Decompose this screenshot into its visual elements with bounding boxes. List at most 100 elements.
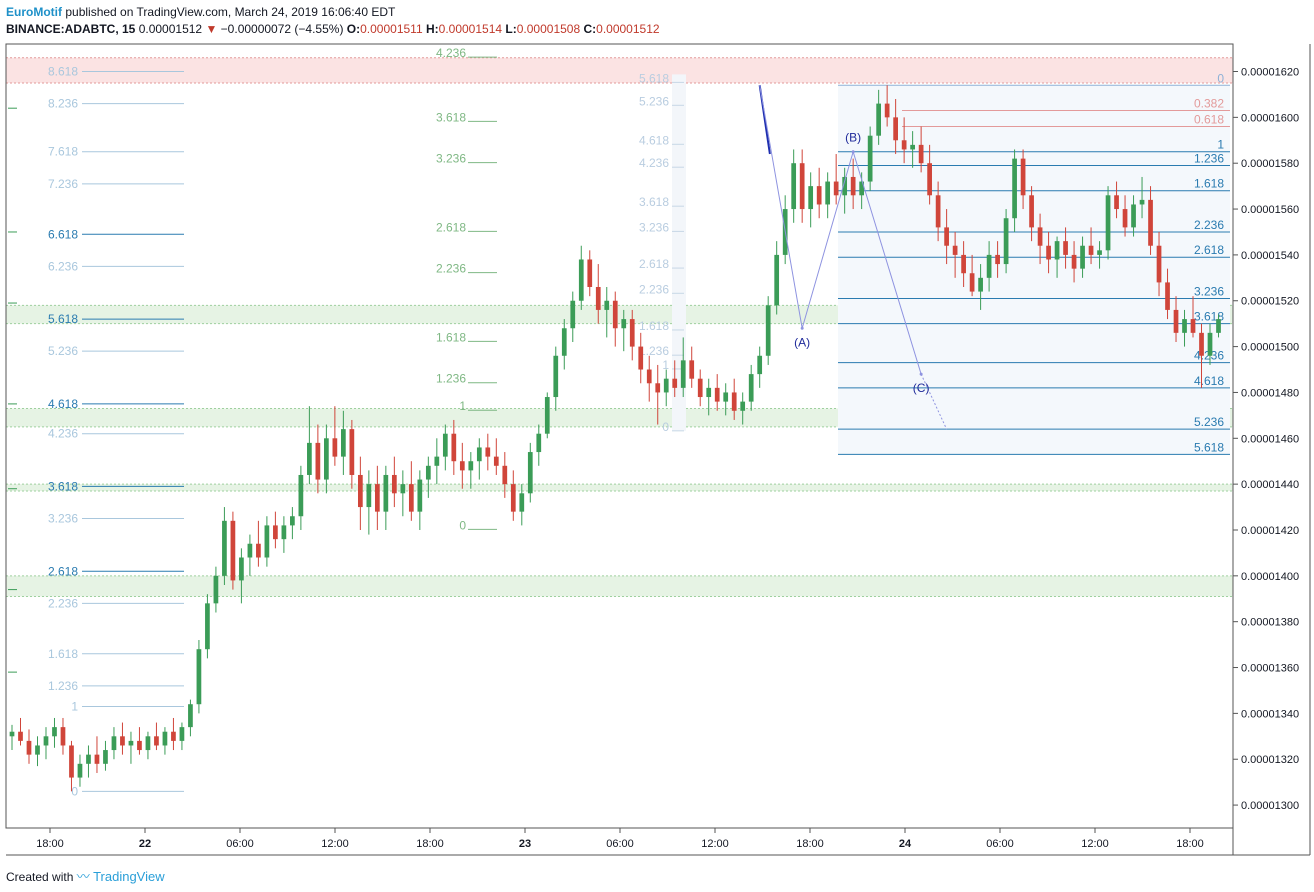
candle-body xyxy=(451,433,457,462)
fib-right-label: 1.618 xyxy=(1194,177,1224,191)
candle-body xyxy=(893,117,898,141)
candle-body xyxy=(1139,199,1145,205)
candle-body xyxy=(816,186,822,205)
candle-body xyxy=(978,277,983,292)
fib-left-label: 6.236 xyxy=(48,259,78,273)
candle-body xyxy=(876,103,882,136)
candle-body xyxy=(553,355,559,398)
candle-body xyxy=(757,355,763,375)
candle-body xyxy=(222,520,227,576)
high-value: 0.00001514 xyxy=(438,22,503,36)
candle-body xyxy=(510,484,516,512)
fib-mid-label: 4.236 xyxy=(436,46,466,60)
candle-body xyxy=(927,163,932,196)
candle-body xyxy=(808,186,814,210)
fib-right-label: 4.618 xyxy=(1194,374,1224,388)
candle-body xyxy=(188,704,193,728)
candle-body xyxy=(791,163,797,210)
candle-body xyxy=(1105,195,1111,251)
fib-left-label: 4.236 xyxy=(48,427,78,441)
x-tick-label: 18:00 xyxy=(1176,838,1204,850)
candle-body xyxy=(799,163,805,210)
candle-body xyxy=(434,456,440,466)
candle-body xyxy=(196,649,202,705)
candle-body xyxy=(391,474,397,494)
candle-body xyxy=(1156,245,1162,283)
candle-body xyxy=(502,465,508,485)
candle-body xyxy=(1029,195,1034,228)
price-zone xyxy=(6,575,1233,597)
fib-right-label: 5.236 xyxy=(1194,415,1224,429)
x-tick-label: 06:00 xyxy=(226,838,254,850)
candle-body xyxy=(43,736,49,746)
candle-body xyxy=(1182,319,1187,333)
candle-body xyxy=(910,144,915,150)
candle-body xyxy=(52,727,57,737)
wave-label: (B) xyxy=(845,131,861,145)
fib-left-label: 6.618 xyxy=(48,227,78,241)
fib-left-label: 2.618 xyxy=(48,564,78,578)
published-text: published on TradingView.com, March 24, … xyxy=(65,5,396,19)
fib-mid-label: 2.236 xyxy=(436,262,466,276)
candle-body xyxy=(850,176,856,196)
candle-body xyxy=(77,763,83,778)
high-label: H: xyxy=(425,22,439,36)
y-tick-label: 0.00001460 xyxy=(1241,433,1299,445)
y-tick-label: 0.00001320 xyxy=(1241,754,1299,766)
candle-body xyxy=(18,731,23,741)
candle-body xyxy=(1216,319,1221,333)
candle-body xyxy=(1003,218,1009,265)
candle-body xyxy=(714,387,720,402)
candle-body xyxy=(1190,319,1196,333)
candle-body xyxy=(1173,309,1179,333)
fib-mid-label: 3.618 xyxy=(436,110,466,124)
candle-body xyxy=(145,736,151,751)
candle-body xyxy=(833,181,839,196)
y-tick-label: 0.00001440 xyxy=(1241,479,1299,491)
candle-body xyxy=(672,378,678,388)
candle-body xyxy=(349,429,355,475)
tradingview-brand[interactable]: TradingView xyxy=(93,869,165,884)
last-price: 0.00001512 xyxy=(138,22,203,36)
candle-body xyxy=(629,319,635,347)
candle-body xyxy=(527,452,533,494)
down-arrow-icon: ▼ xyxy=(205,22,218,36)
candle-body xyxy=(383,474,389,512)
fib-mid-light-label: 0 xyxy=(662,420,669,434)
fib-right-label: 0.618 xyxy=(1194,113,1224,127)
candle-body xyxy=(468,461,474,471)
fib-left-label: 7.236 xyxy=(48,177,78,191)
candle-body xyxy=(315,442,321,480)
fib-left-label: 8.618 xyxy=(48,65,78,79)
candle-body xyxy=(459,461,465,471)
x-tick-label: 18:00 xyxy=(36,838,64,850)
candle-body xyxy=(60,727,66,746)
candle-body xyxy=(621,319,627,329)
wave-path xyxy=(759,85,922,375)
created-with-text: Created with xyxy=(6,870,74,884)
y-tick-label: 0.00001380 xyxy=(1241,617,1299,629)
candle-body xyxy=(247,543,253,558)
author-link[interactable]: EuroMotif xyxy=(6,5,62,19)
wave-point xyxy=(851,150,855,154)
candle-body xyxy=(952,245,958,255)
fib-left-label: 2.236 xyxy=(48,596,78,610)
candle-body xyxy=(239,557,244,581)
candle-body xyxy=(213,575,219,604)
candle-body xyxy=(171,731,176,741)
candle-body xyxy=(485,447,491,457)
tradingview-logo-icon: 〰 xyxy=(76,869,90,884)
candle-body xyxy=(1122,209,1128,228)
fib-mid-light-label: 4.618 xyxy=(639,133,669,147)
candle-body xyxy=(561,328,567,356)
fib-mid-label: 1 xyxy=(459,399,466,413)
candle-body xyxy=(765,305,771,356)
y-tick-label: 0.00001560 xyxy=(1241,204,1299,216)
y-tick-label: 0.00001520 xyxy=(1241,296,1299,308)
fib-mid-light-label: 3.618 xyxy=(639,195,669,209)
candle-body xyxy=(35,745,40,755)
fib-left-label: 3.236 xyxy=(48,512,78,526)
fib-mid-label: 3.236 xyxy=(436,152,466,166)
fib-mid-light-label: 1 xyxy=(662,358,669,372)
